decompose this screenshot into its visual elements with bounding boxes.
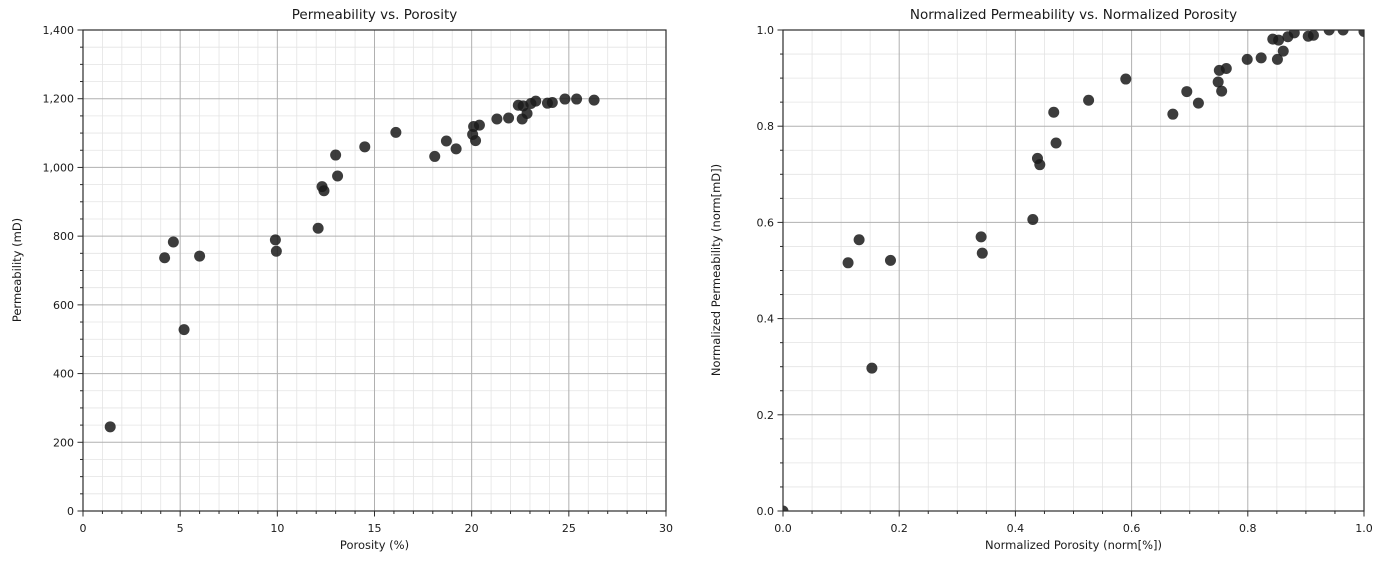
x-tick-label: 30 — [659, 522, 673, 535]
x-tick-label: 5 — [177, 522, 184, 535]
data-point — [359, 141, 371, 153]
left-plot-title: Permeability vs. Porosity — [291, 7, 458, 23]
left-plot-tick-labels: 0 5 10 15 20 25 30 0 200 400 600 800 1,000 1,200 1,400 — [43, 24, 674, 535]
data-point — [1277, 45, 1289, 57]
left-plot: 0 5 10 15 20 25 30 0 200 400 600 800 1,000 1,200 1,400 — [43, 24, 674, 535]
data-point — [178, 324, 190, 336]
data-point — [1273, 34, 1285, 46]
data-point — [1212, 76, 1224, 88]
data-point — [470, 135, 482, 147]
data-point — [1241, 53, 1253, 65]
y-tick-label: 0.8 — [757, 120, 775, 133]
data-point — [1181, 86, 1193, 98]
right-plot-xlabel: Normalized Porosity (norm[%]) — [984, 538, 1163, 552]
data-point — [1216, 85, 1228, 97]
right-plot-ylabel: Normalized Permeability (norm[mD]) — [709, 163, 723, 377]
data-point — [1050, 137, 1062, 149]
x-tick-label: 20 — [465, 522, 479, 535]
x-tick-label: 0.4 — [1007, 522, 1025, 535]
data-point — [491, 113, 503, 125]
x-tick-label: 10 — [270, 522, 284, 535]
data-point — [1288, 30, 1300, 39]
data-point — [332, 170, 344, 182]
data-point — [1083, 94, 1095, 106]
right-plot-title: Normalized Permeability vs. Normalized P… — [909, 7, 1238, 23]
data-point — [104, 421, 116, 433]
data-point — [1271, 53, 1283, 65]
data-point — [1358, 30, 1364, 37]
data-point — [312, 222, 324, 234]
data-point — [1337, 30, 1349, 36]
data-point — [1027, 214, 1039, 226]
data-point — [571, 93, 583, 105]
data-point — [1048, 106, 1060, 118]
data-point — [1167, 108, 1179, 120]
y-tick-label: 1,200 — [43, 93, 75, 106]
y-tick-label: 1.0 — [757, 24, 775, 37]
y-tick-label: 600 — [53, 299, 74, 312]
data-point — [976, 247, 988, 259]
data-point — [530, 95, 542, 107]
x-tick-label: 0.6 — [1123, 522, 1141, 535]
data-point — [429, 150, 441, 162]
data-point — [1120, 73, 1132, 85]
x-tick-label: 15 — [368, 522, 382, 535]
left-plot-xlabel: Porosity (%) — [339, 538, 410, 552]
data-point — [270, 245, 282, 257]
data-point — [842, 257, 854, 269]
data-point — [440, 135, 452, 147]
data-point — [588, 94, 600, 106]
y-tick-label: 0.0 — [757, 505, 775, 518]
x-tick-label: 0 — [80, 522, 87, 535]
y-tick-label: 1,000 — [43, 161, 75, 174]
x-tick-label: 0.8 — [1239, 522, 1257, 535]
data-point — [159, 252, 171, 264]
data-point — [546, 96, 558, 108]
data-point — [884, 254, 896, 266]
y-tick-label: 0.6 — [757, 216, 775, 229]
x-tick-label: 0.0 — [774, 522, 792, 535]
data-point — [473, 119, 485, 131]
y-tick-label: 0.2 — [757, 409, 775, 422]
data-point — [783, 505, 789, 511]
data-point — [1192, 97, 1204, 109]
y-tick-label: 400 — [53, 368, 74, 381]
y-tick-label: 0.4 — [757, 313, 775, 326]
right-plot-points — [783, 30, 1364, 511]
data-point — [559, 93, 571, 105]
x-tick-label: 1.0 — [1355, 522, 1373, 535]
data-point — [853, 234, 865, 246]
left-plot-ticks — [77, 29, 667, 517]
right-plot-ticks — [777, 29, 1365, 517]
data-point — [1323, 30, 1335, 36]
data-point — [521, 107, 533, 119]
y-tick-label: 200 — [53, 436, 74, 449]
y-tick-label: 800 — [53, 230, 74, 243]
data-point — [866, 362, 878, 374]
left-plot-points — [104, 93, 600, 433]
data-point — [1220, 62, 1232, 74]
data-point — [330, 149, 342, 161]
data-point — [1307, 30, 1319, 41]
x-tick-label: 25 — [562, 522, 576, 535]
right-plot-tick-labels: 0.0 0.2 0.4 0.6 0.8 1.0 0.0 0.2 0.4 0.6 0.8 1.0 — [757, 24, 1373, 535]
data-point — [1034, 159, 1046, 171]
data-point — [269, 234, 281, 246]
right-plot-minor-grid — [783, 30, 1364, 511]
x-tick-label: 0.2 — [890, 522, 908, 535]
data-point — [194, 250, 206, 262]
data-point — [1255, 52, 1267, 64]
data-point — [503, 112, 515, 124]
left-plot-ylabel: Permeability (mD) — [10, 217, 24, 323]
data-point — [390, 126, 402, 138]
data-point — [318, 185, 330, 197]
y-tick-label: 1,400 — [43, 24, 75, 37]
right-plot: 0.0 0.2 0.4 0.6 0.8 1.0 0.0 0.2 0.4 0.6 0.8 1.0 — [757, 24, 1373, 535]
data-point — [450, 143, 462, 155]
data-point — [975, 231, 987, 243]
data-point — [167, 236, 179, 248]
y-tick-label: 0 — [67, 505, 74, 518]
